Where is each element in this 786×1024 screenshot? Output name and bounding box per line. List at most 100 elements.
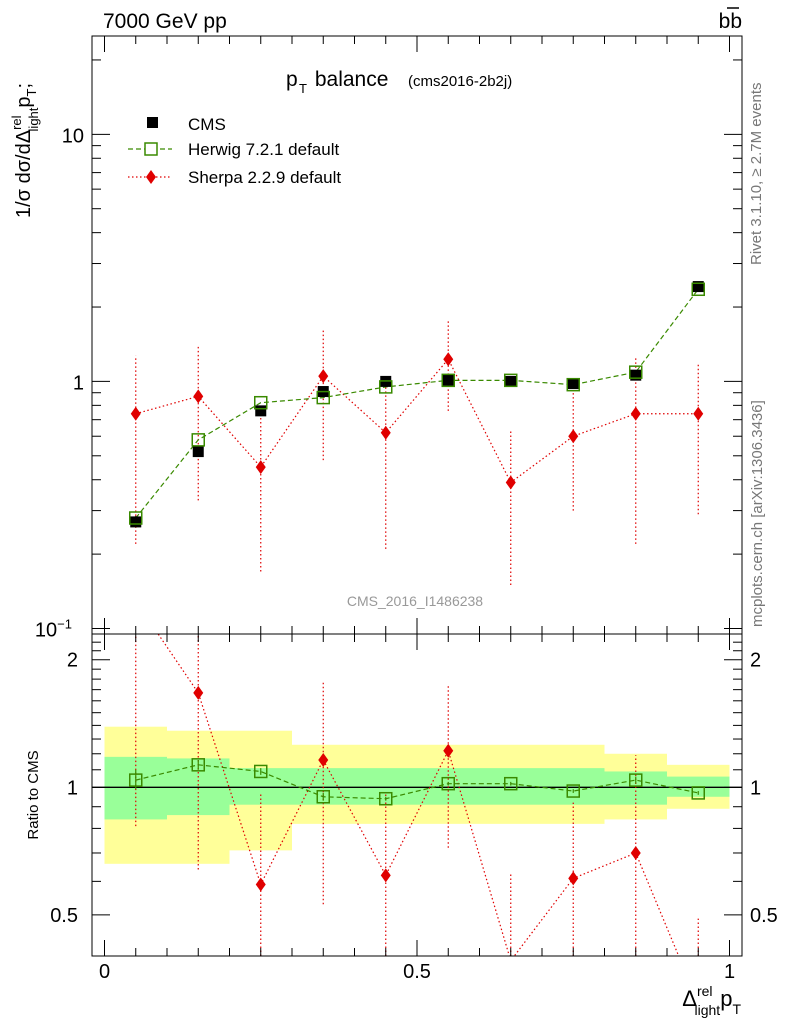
- energy-label: 7000 GeV pp: [103, 10, 227, 33]
- sherpa-point: [630, 406, 641, 421]
- ylabel-sub: light: [26, 107, 41, 131]
- ratio-y-tick-label: 0.5: [50, 905, 78, 927]
- x-tick-label: 1: [724, 961, 735, 983]
- herwig-point: [504, 373, 518, 388]
- ratio-sherpa-line: [157, 634, 680, 956]
- ratio-herwig-point: [316, 790, 330, 804]
- sherpa-point: [130, 406, 141, 421]
- ratio-y-tick-label: 1: [67, 777, 78, 799]
- ylabel-tail-sub: T: [24, 88, 39, 96]
- herwig-point: [254, 395, 268, 410]
- ratio-herwig-point: [191, 758, 205, 772]
- herwig-point: [629, 365, 643, 379]
- ratio-herwig-point: [566, 784, 580, 798]
- cms-data-point: [692, 281, 704, 293]
- axes: 10 1 10−1 2 2 1 1 0.5 0.5 0 0.5 1: [35, 36, 778, 983]
- ratio-panel-marks: [92, 634, 742, 956]
- main-y-tick-label: 1: [73, 372, 84, 394]
- sherpa-point: [318, 369, 329, 384]
- xlabel-sup: rel: [697, 983, 713, 999]
- process-label-text: bb: [719, 10, 742, 33]
- ratio-sherpa-point: [255, 877, 266, 892]
- ratio-y-tick-label-right: 0.5: [750, 905, 778, 927]
- herwig-point: [129, 511, 143, 525]
- sherpa-line: [135, 358, 699, 484]
- main-y-tick-label: 10: [62, 125, 84, 147]
- ratio-herwig-point: [254, 764, 268, 779]
- main-y-tick-label: 10−1: [35, 616, 72, 641]
- main-y-axis-label: 1/σ dσ/dΔrel lightpT;: [9, 83, 41, 218]
- legend-sherpa-marker: [146, 170, 156, 184]
- ratio-y-axis-label: Ratio to CMS: [25, 750, 42, 839]
- ratio-sherpa-point: [193, 685, 204, 700]
- ylabel-main: 1/σ dσ/dΔ: [13, 130, 35, 218]
- cms-data-point: [505, 375, 517, 387]
- ratio-sherpa-point: [630, 845, 641, 860]
- ratio-herwig-point: [629, 773, 643, 787]
- ylabel-end: ;: [13, 83, 35, 89]
- sherpa-point: [255, 460, 266, 475]
- herwig-point: [191, 433, 205, 447]
- herwig-point: [316, 390, 330, 405]
- sherpa-point: [693, 406, 704, 421]
- legend-cms-marker: [147, 117, 158, 128]
- ratio-sherpa-point: [443, 743, 454, 758]
- x-axis-label: Δrel lightpT: [682, 983, 741, 1018]
- ylabel-sup: rel: [9, 115, 24, 130]
- legend: CMS Herwig 7.2.1 default Sherpa 2.2.9 de…: [128, 115, 341, 187]
- main-panel-marks: [129, 281, 705, 585]
- herwig-line: [135, 288, 699, 519]
- xlabel-tail: p: [720, 986, 732, 1011]
- ratio-sherpa-point: [380, 868, 391, 883]
- ratio-herwig-point: [379, 791, 393, 806]
- cms-data-point: [255, 405, 267, 417]
- analysis-watermark: CMS_2016_I1486238: [347, 593, 483, 609]
- title-p: p: [286, 68, 298, 91]
- sherpa-point: [380, 425, 391, 440]
- ratio-herwig-point: [441, 776, 455, 791]
- legend-herwig-marker: [144, 142, 158, 156]
- ratio-herwig-point: [691, 786, 705, 800]
- ratio-band-green: [479, 768, 542, 805]
- herwig-point: [691, 282, 705, 297]
- xlabel-sub: light: [695, 1002, 721, 1018]
- legend-sherpa-label: Sherpa 2.2.9 default: [188, 168, 341, 187]
- sherpa-point: [193, 389, 204, 404]
- herwig-point: [379, 380, 393, 394]
- ratio-y-tick-label-right: 2: [750, 650, 761, 672]
- ratio-band-green: [542, 768, 605, 805]
- ratio-herwig-point: [504, 776, 518, 791]
- title-t-sub: T: [299, 81, 307, 96]
- sherpa-point: [505, 475, 516, 490]
- legend-herwig-label: Herwig 7.2.1 default: [188, 140, 339, 159]
- x-tick-label: 0.5: [403, 961, 431, 983]
- sherpa-point: [443, 352, 454, 367]
- x-tick-label: 0: [99, 961, 110, 983]
- cms-data-point: [567, 378, 579, 390]
- sherpa-point: [568, 429, 579, 444]
- xlabel-delta: Δ: [682, 986, 697, 1011]
- cms-data-point: [630, 369, 642, 381]
- ratio-y-tick-label: 2: [67, 650, 78, 672]
- title-balance: balance: [309, 68, 388, 91]
- cms-data-point: [442, 374, 454, 386]
- legend-cms-label: CMS: [188, 115, 226, 134]
- title-tag: (cms2016-2b2j): [408, 73, 512, 90]
- rivet-label: Rivet 3.1.10, ≥ 2.7M events: [748, 83, 765, 266]
- cms-data-point: [130, 516, 142, 528]
- mcplots-label: mcplots.cern.ch [arXiv:1306.3436]: [749, 400, 766, 627]
- ratio-herwig-point: [129, 773, 143, 787]
- ylabel-tail: p: [13, 96, 35, 107]
- xlabel-tail-sub: T: [732, 1001, 741, 1017]
- herwig-point: [566, 377, 580, 392]
- ratio-sherpa-point: [568, 871, 579, 886]
- process-label: bb: [719, 7, 742, 33]
- ratio-y-tick-label-right: 1: [750, 777, 761, 799]
- cms-data-point: [192, 446, 204, 458]
- herwig-point: [441, 373, 455, 388]
- ratio-herwig-line: [135, 764, 699, 800]
- plot-title: p T balance (cms2016-2b2j): [286, 68, 512, 96]
- main-y-tick-label-exponent: −1: [57, 616, 72, 631]
- ratio-sherpa-point: [318, 753, 329, 768]
